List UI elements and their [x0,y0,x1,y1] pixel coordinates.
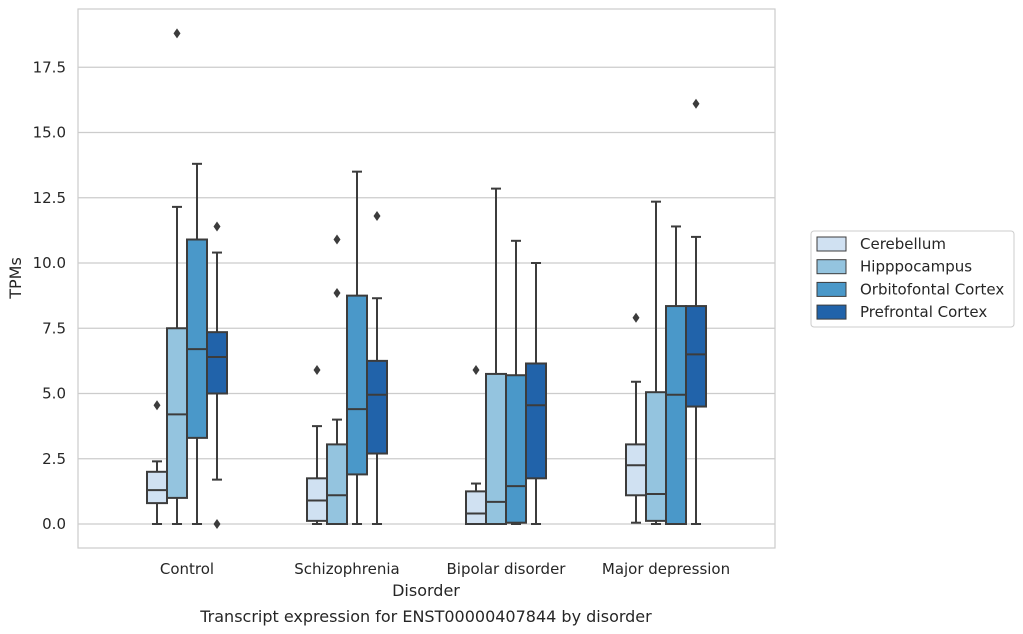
legend-swatch [816,236,847,252]
legend-frame [810,230,1015,328]
box [326,443,348,525]
legend-swatch [816,259,847,275]
x-tick-labels: Control Schizophrenia Bipolar disorder Majo… [160,560,730,578]
x-axis-title: Disorder [392,581,460,600]
y-tick-labels: 0.0 2.5 5.0 7.5 10.0 12.5 15.0 17.5 [33,58,66,533]
box [625,443,647,497]
chart-caption: Transcript expression for ENST0000040784… [199,607,652,626]
x-tick-label: Schizophrenia [294,560,399,578]
box [525,362,547,480]
box [505,374,527,524]
series-prefrontal-cortex [206,98,707,529]
series-hipppocampus [166,28,667,525]
box [206,331,228,395]
box [366,359,388,455]
y-tick-label: 12.5 [33,189,66,207]
y-tick-label: 15.0 [33,124,66,142]
x-tick-label: Control [160,560,214,578]
box [685,305,707,408]
box-series [146,28,707,529]
legend-label: Hipppocampus [860,258,972,276]
outlier-marker [173,28,181,39]
legend: Cerebellum Hipppocampus Orbitofontal Corte… [810,230,1015,328]
box [146,470,168,505]
y-axis-title: TPMs [6,257,25,300]
y-tick-label: 2.5 [42,450,66,468]
y-tick-label: 10.0 [33,254,66,272]
box [166,327,188,499]
outlier-marker [313,365,321,376]
outlier-marker [213,519,221,529]
series-orbitofontal-cortex [186,162,687,525]
x-tick-label: Bipolar disorder [447,560,567,578]
box [465,490,487,525]
y-tick-label: 17.5 [33,58,66,76]
outlier-marker [632,312,640,323]
box [645,391,667,522]
outlier-marker [153,400,161,411]
legend-label: Orbitofontal Cortex [860,280,1004,298]
x-tick-label: Major depression [602,560,730,578]
y-tick-label: 5.0 [42,385,66,403]
y-tick-label: 0.0 [42,515,66,533]
legend-swatch [816,304,847,320]
box [186,238,208,439]
legend-swatch [816,281,847,297]
box [665,305,687,525]
legend-label: Prefrontal Cortex [860,303,987,321]
legend-label: Cerebellum [860,235,946,253]
outlier-marker [692,98,700,109]
outlier-marker [213,221,221,232]
outlier-marker [333,234,341,245]
series-cerebellum [146,312,647,525]
y-tick-label: 7.5 [42,319,66,337]
outlier-marker [472,365,480,376]
outlier-marker [333,288,341,299]
outlier-marker [373,211,381,222]
box [346,294,368,476]
